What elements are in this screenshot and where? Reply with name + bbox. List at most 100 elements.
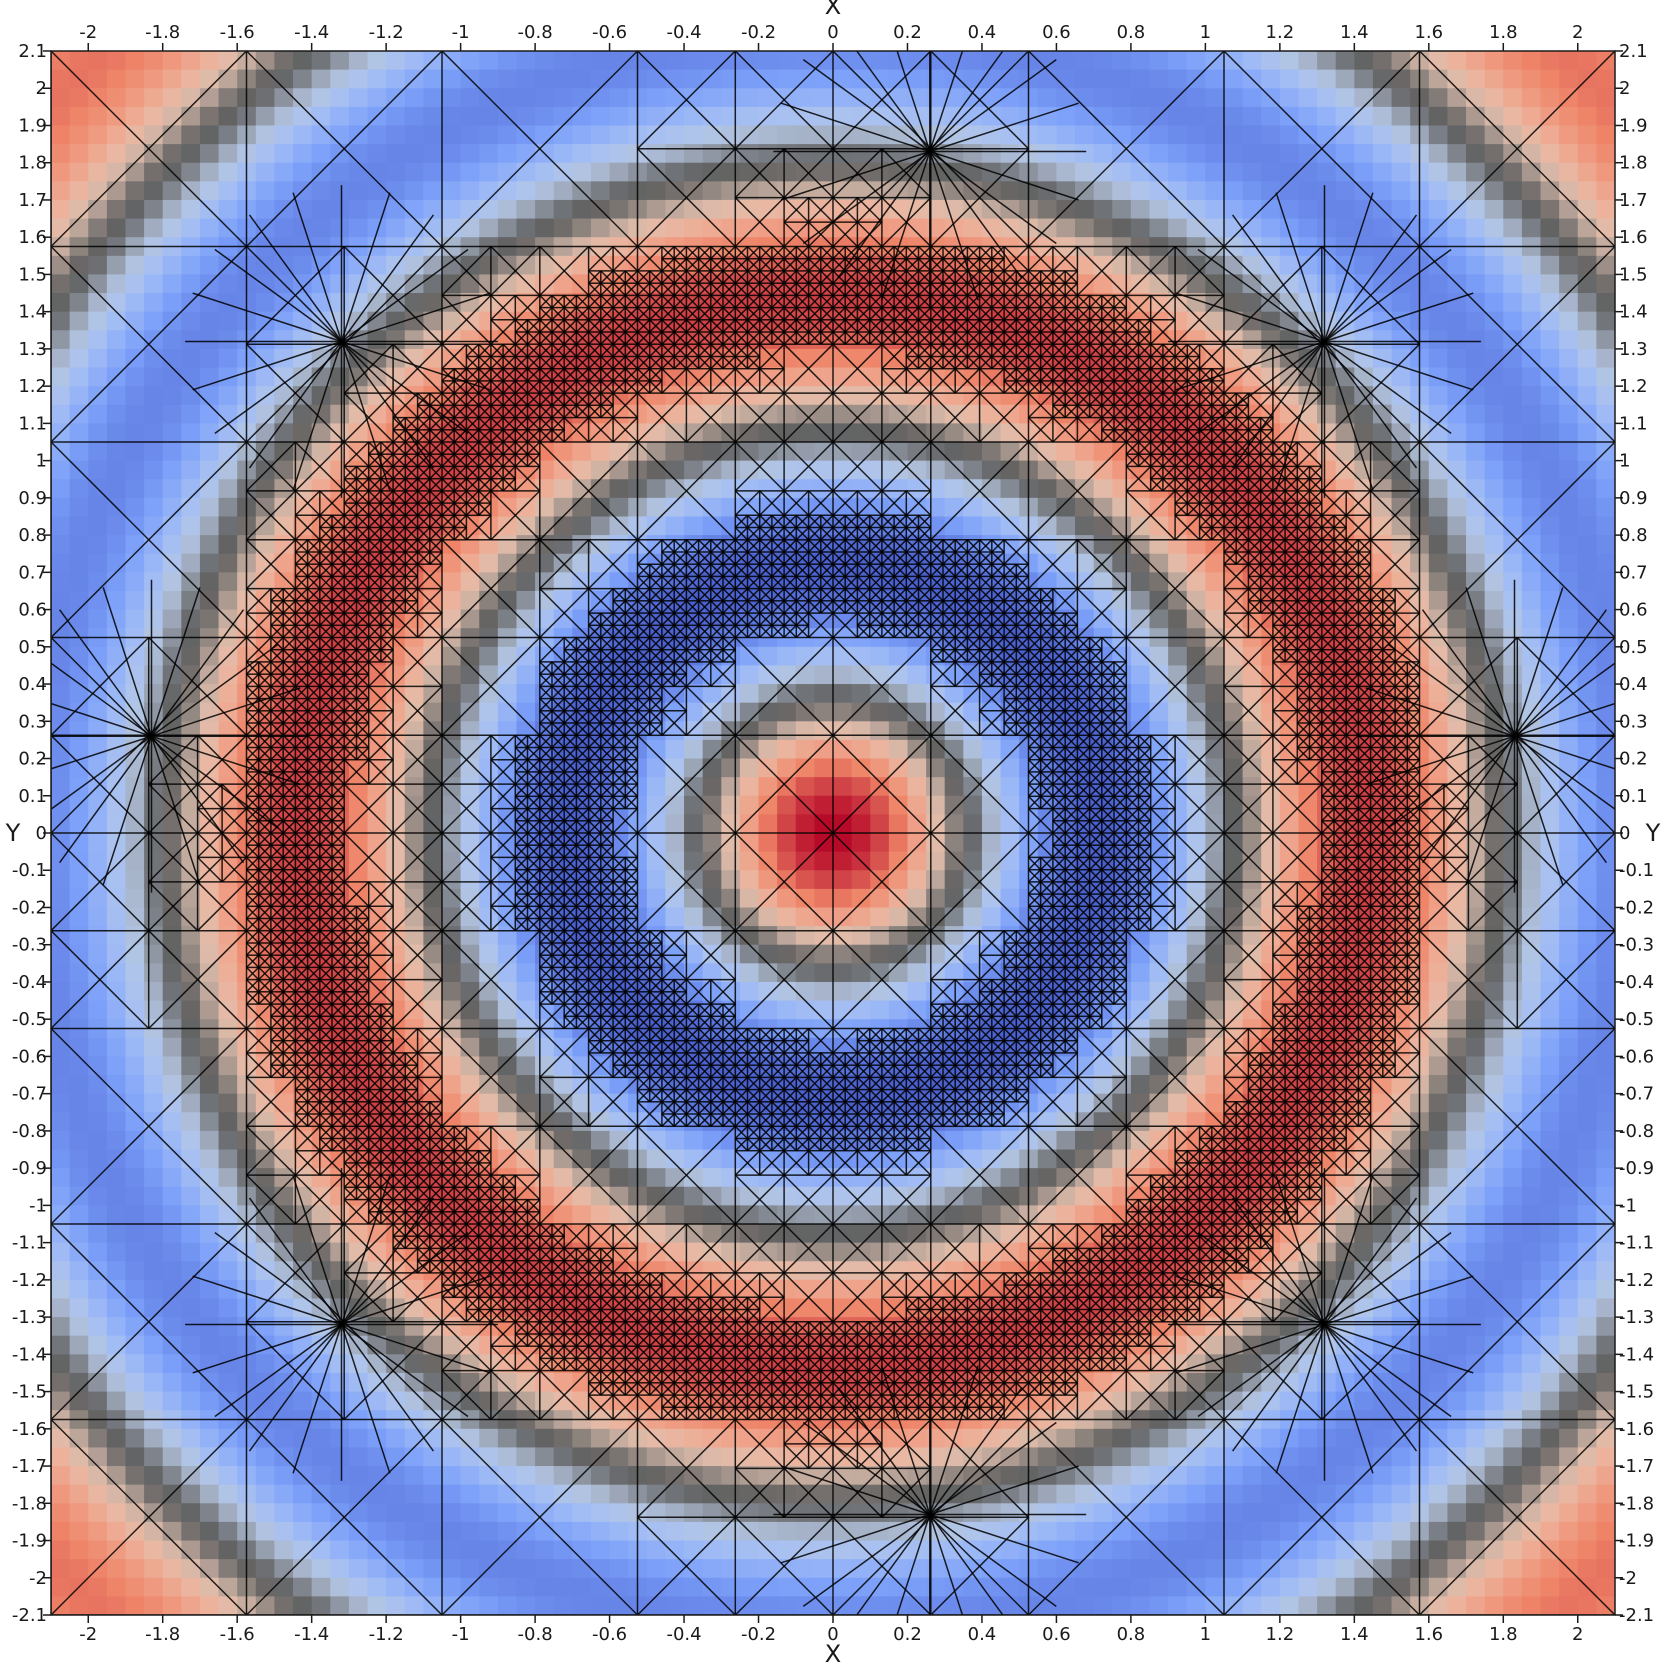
field-cell xyxy=(554,200,573,219)
field-cell xyxy=(907,684,926,703)
field-cell xyxy=(386,1503,405,1522)
field-cell xyxy=(740,1559,759,1578)
field-cell xyxy=(498,1056,517,1075)
field-cell xyxy=(796,703,815,722)
field-cell xyxy=(405,51,424,70)
field-cell xyxy=(907,721,926,740)
field-cell xyxy=(1094,479,1113,498)
field-cell xyxy=(591,1559,610,1578)
field-cell xyxy=(647,1168,666,1187)
field-cell xyxy=(498,51,517,70)
field-cell xyxy=(107,1261,126,1280)
field-cell xyxy=(144,1596,163,1615)
field-cell xyxy=(610,1522,629,1541)
field-cell xyxy=(740,759,759,778)
field-cell xyxy=(107,330,126,349)
field-cell xyxy=(610,163,629,182)
field-cell xyxy=(312,1578,331,1597)
field-cell xyxy=(1131,1112,1150,1131)
field-cell xyxy=(1056,1224,1075,1243)
field-cell xyxy=(814,274,833,293)
field-cell xyxy=(1038,144,1057,163)
field-cell xyxy=(181,461,200,480)
field-cell xyxy=(1131,1578,1150,1597)
field-cell xyxy=(1056,405,1075,424)
field-cell xyxy=(144,1298,163,1317)
field-cell xyxy=(516,1466,535,1485)
field-cell xyxy=(70,423,89,442)
field-cell xyxy=(181,1150,200,1169)
field-cell xyxy=(51,870,70,889)
field-cell xyxy=(144,125,163,144)
field-cell xyxy=(125,814,144,833)
field-cell xyxy=(554,1168,573,1187)
field-cell xyxy=(423,70,442,89)
field-cell xyxy=(163,1187,182,1206)
field-cell xyxy=(591,107,610,126)
field-cell xyxy=(70,1298,89,1317)
field-cell xyxy=(945,516,964,535)
field-cell xyxy=(665,814,684,833)
field-cell xyxy=(870,796,889,815)
field-cell xyxy=(107,1094,126,1113)
field-cell xyxy=(181,1224,200,1243)
field-cell xyxy=(461,1336,480,1355)
field-cell xyxy=(144,274,163,293)
field-cell xyxy=(51,1150,70,1169)
field-cell xyxy=(1001,1485,1020,1504)
field-cell xyxy=(1075,442,1094,461)
field-cell xyxy=(777,926,796,945)
field-cell xyxy=(963,107,982,126)
field-cell xyxy=(516,1447,535,1466)
field-cell xyxy=(219,1522,238,1541)
field-cell xyxy=(684,516,703,535)
field-cell xyxy=(144,461,163,480)
field-cell xyxy=(405,554,424,573)
field-cell xyxy=(665,181,684,200)
field-cell xyxy=(926,777,945,796)
field-cell xyxy=(1112,1559,1131,1578)
field-cell xyxy=(665,796,684,815)
field-cell xyxy=(181,1168,200,1187)
field-cell xyxy=(759,1596,778,1615)
field-cell xyxy=(591,144,610,163)
field-cell xyxy=(405,703,424,722)
field-cell xyxy=(125,963,144,982)
field-cell xyxy=(274,1578,293,1597)
field-cell xyxy=(665,1150,684,1169)
field-cell xyxy=(1001,1187,1020,1206)
field-cell xyxy=(144,1168,163,1187)
field-cell xyxy=(256,1354,275,1373)
field-cell xyxy=(256,1373,275,1392)
field-cell xyxy=(1094,1522,1113,1541)
field-cell xyxy=(442,982,461,1001)
field-cell xyxy=(219,1503,238,1522)
field-cell xyxy=(926,796,945,815)
field-cell xyxy=(1056,219,1075,238)
field-cell xyxy=(461,759,480,778)
field-cell xyxy=(982,796,1001,815)
field-cell xyxy=(479,1094,498,1113)
field-cell xyxy=(163,51,182,70)
field-cell xyxy=(368,982,387,1001)
field-cell xyxy=(479,740,498,759)
field-cell xyxy=(349,423,368,442)
field-cell xyxy=(796,1280,815,1299)
field-cell xyxy=(907,870,926,889)
field-cell xyxy=(405,647,424,666)
field-cell xyxy=(907,814,926,833)
field-cell xyxy=(163,516,182,535)
field-cell xyxy=(256,461,275,480)
field-cell xyxy=(70,293,89,312)
field-cell xyxy=(144,982,163,1001)
field-cell xyxy=(107,70,126,89)
field-cell xyxy=(516,498,535,517)
field-cell xyxy=(516,1392,535,1411)
field-cell xyxy=(1131,572,1150,591)
field-cell xyxy=(349,1596,368,1615)
field-cell xyxy=(144,1038,163,1057)
field-cell xyxy=(423,740,442,759)
field-cell xyxy=(125,181,144,200)
field-cell xyxy=(51,1559,70,1578)
field-cell xyxy=(498,721,517,740)
